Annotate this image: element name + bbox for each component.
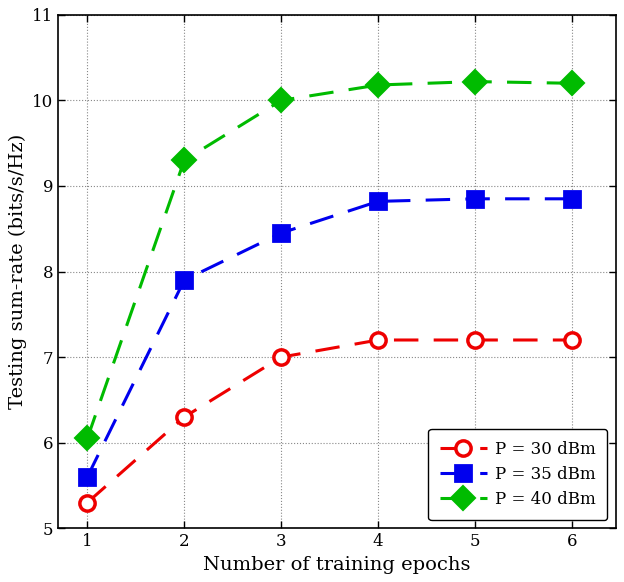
P = 40 dBm: [278, 97, 285, 104]
P = 35 dBm: [568, 196, 576, 203]
P = 35 dBm: [374, 198, 382, 205]
P = 30 dBm: [471, 336, 479, 343]
P = 40 dBm: [180, 157, 188, 164]
P = 35 dBm: [471, 196, 479, 203]
P = 40 dBm: [84, 435, 91, 442]
P = 30 dBm: [180, 414, 188, 421]
Legend: P = 30 dBm, P = 35 dBm, P = 40 dBm: P = 30 dBm, P = 35 dBm, P = 40 dBm: [428, 429, 607, 520]
P = 40 dBm: [568, 80, 576, 87]
P = 40 dBm: [374, 81, 382, 88]
P = 40 dBm: [471, 78, 479, 85]
P = 30 dBm: [374, 336, 382, 343]
P = 30 dBm: [568, 336, 576, 343]
Line: P = 40 dBm: P = 40 dBm: [79, 73, 580, 447]
P = 30 dBm: [278, 354, 285, 361]
P = 35 dBm: [84, 473, 91, 480]
Y-axis label: Testing sum-rate (bits/s/Hz): Testing sum-rate (bits/s/Hz): [8, 134, 27, 409]
P = 30 dBm: [84, 499, 91, 506]
Line: P = 30 dBm: P = 30 dBm: [80, 332, 580, 510]
P = 35 dBm: [278, 229, 285, 236]
Line: P = 35 dBm: P = 35 dBm: [80, 191, 580, 485]
P = 35 dBm: [180, 276, 188, 283]
X-axis label: Number of training epochs: Number of training epochs: [203, 556, 470, 574]
